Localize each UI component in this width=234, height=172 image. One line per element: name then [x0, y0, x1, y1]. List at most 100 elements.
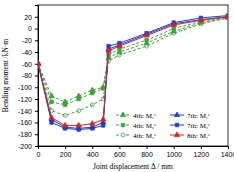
series-marker — [50, 100, 53, 103]
series-marker — [50, 121, 53, 124]
legend-marker — [175, 123, 178, 126]
y-tick-mark — [35, 64, 38, 65]
x-tick: 1000 — [166, 146, 182, 158]
x-tick: 800 — [141, 146, 153, 158]
series-marker — [38, 61, 41, 66]
y-tick: -120 — [18, 96, 38, 103]
y-tick: -160 — [18, 119, 38, 126]
series-marker — [77, 109, 81, 113]
y-axis-title: Bending moment /kN·m — [1, 39, 10, 112]
x-tick-label: 200 — [60, 151, 72, 158]
x-tick-label: 600 — [114, 151, 126, 158]
legend-item: 7th: M₂ᵉ — [170, 122, 210, 130]
series-marker — [91, 91, 94, 94]
legend-label: 4th: M₂ᵉ — [133, 122, 156, 130]
y-tick-label: 20 — [24, 13, 32, 20]
y-tick: -100 — [18, 84, 38, 91]
chart: 0200400600800100012001400-200-180-160-14… — [0, 0, 234, 172]
legend-item: 4th: M₁ᵉ — [116, 112, 156, 120]
series-marker — [172, 31, 176, 35]
legend-label: 7th: M₁ᵉ — [187, 112, 210, 120]
y-tick: -20 — [22, 37, 38, 44]
series-line — [38, 18, 228, 102]
series-marker — [90, 103, 94, 107]
legend-label: 4th: M₃ᵉ — [133, 132, 156, 140]
series-marker — [226, 14, 228, 17]
y-tick: -60 — [22, 60, 38, 67]
series-line — [38, 17, 228, 129]
series-marker — [145, 44, 149, 48]
x-tick-mark — [147, 146, 148, 149]
y-tick-label: -200 — [18, 143, 32, 150]
x-axis-title: Joint displacement Δ / mm — [93, 162, 173, 171]
x-axis-line — [39, 147, 229, 150]
series-marker — [77, 97, 80, 100]
y-tick: 20 — [24, 13, 38, 20]
x-tick: 200 — [60, 146, 72, 158]
legend-item: 8th: M₁ᵉ — [170, 132, 210, 140]
series-marker — [90, 121, 95, 126]
y-tick-label: -20 — [22, 37, 32, 44]
legend-marker — [121, 123, 124, 126]
y-tick-mark — [35, 29, 38, 30]
series-marker — [199, 22, 203, 26]
series-marker — [49, 115, 54, 120]
y-tick: -80 — [22, 72, 38, 79]
y-tick: -40 — [22, 49, 38, 56]
y-tick-mark — [35, 123, 38, 124]
series-marker — [198, 17, 203, 22]
series-marker — [145, 39, 148, 42]
x-tick: 400 — [87, 146, 99, 158]
series-marker — [38, 61, 41, 66]
y-tick-label: -100 — [18, 84, 32, 91]
y-tick-mark — [35, 76, 38, 77]
x-tick-label: 400 — [87, 151, 99, 158]
plot-frame — [38, 5, 228, 146]
y-tick: -200 — [18, 143, 38, 150]
series-line — [38, 17, 228, 105]
legend-label: 4th: M₁ᵉ — [133, 112, 156, 120]
y-tick-mark — [35, 17, 38, 18]
series-marker — [101, 124, 104, 127]
legend: 4th: M₁ᵉ 4th: M₂ᵉ 4th: M₃ᵉ 7th: M₁ᵉ 7th: M₂ᵉ… — [116, 112, 210, 140]
x-tick-mark — [65, 146, 66, 149]
legend-item: 4th: M₂ᵉ — [116, 122, 156, 130]
series-marker — [38, 61, 41, 66]
x-axis: 0 200 400 600 800 1000 1200 1400 — [37, 146, 234, 158]
x-tick-mark — [228, 146, 229, 149]
x-tick-mark — [201, 146, 202, 149]
y-tick-mark — [35, 40, 38, 41]
y-tick-label: -40 — [22, 49, 32, 56]
y-axis: -200-180-160-140-120-100-80-60-40-20020 — [18, 6, 39, 150]
y-tick-mark — [35, 52, 38, 53]
series-line — [38, 16, 228, 130]
series-line — [38, 18, 228, 116]
y-tick-label: -120 — [18, 96, 32, 103]
series-marker — [77, 128, 80, 131]
legend-marker — [120, 112, 125, 117]
x-tick: 0 — [37, 146, 41, 158]
x-tick-label: 0 — [37, 151, 41, 158]
y-tick: -180 — [18, 131, 38, 138]
y-tick-mark — [35, 146, 38, 147]
y-tick-label: -140 — [18, 107, 32, 114]
series-marker — [171, 22, 176, 27]
series-marker — [63, 122, 68, 127]
x-tick-label: 1400 — [221, 151, 234, 158]
series-marker — [172, 27, 175, 30]
series-group — [38, 14, 228, 132]
y-axis-line — [35, 6, 39, 147]
series-marker — [101, 117, 106, 122]
y-tick: -140 — [18, 107, 38, 114]
legend-item: 4th: M₃ᵉ — [116, 132, 156, 140]
y-tick-label: -60 — [22, 60, 32, 67]
series-marker — [117, 53, 121, 57]
series-marker — [63, 103, 66, 106]
y-tick-label: 0 — [28, 25, 32, 32]
x-tick-label: 1200 — [194, 151, 210, 158]
legend-item: 7th: M₁ᵉ — [170, 112, 210, 120]
series-marker — [63, 113, 67, 117]
legend-marker — [121, 133, 125, 137]
y-tick-mark — [35, 99, 38, 100]
series-marker — [106, 48, 111, 53]
